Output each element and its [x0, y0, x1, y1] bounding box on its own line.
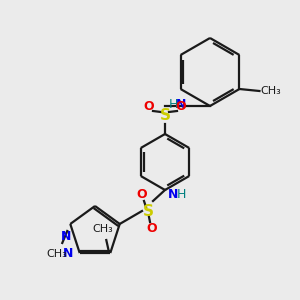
Text: CH₃: CH₃ — [92, 224, 113, 234]
Text: O: O — [137, 188, 147, 202]
Text: O: O — [144, 100, 154, 112]
Text: N: N — [168, 188, 178, 201]
Text: O: O — [176, 100, 186, 112]
Text: H: H — [169, 98, 178, 110]
Text: S: S — [160, 107, 170, 122]
Text: N: N — [176, 98, 187, 110]
Text: N: N — [63, 247, 74, 260]
Text: N: N — [61, 230, 71, 243]
Text: CH₃: CH₃ — [46, 249, 67, 259]
Text: S: S — [142, 205, 154, 220]
Text: O: O — [147, 221, 157, 235]
Text: CH₃: CH₃ — [260, 86, 281, 96]
Text: H: H — [176, 188, 186, 201]
